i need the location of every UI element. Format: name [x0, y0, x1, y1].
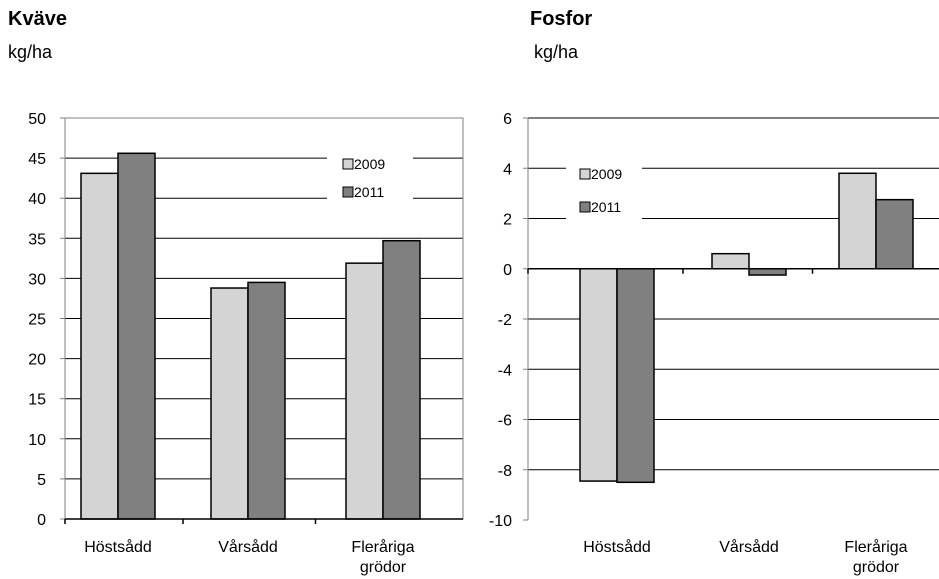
- y-tick-label: 0: [503, 262, 512, 279]
- y-tick-label: 10: [28, 432, 46, 449]
- legend-box: [566, 162, 642, 226]
- y-tick-label: -4: [498, 362, 512, 379]
- y-tick-label: 2: [503, 212, 512, 229]
- y-tick-label: 5: [37, 472, 46, 489]
- category-label: Fleråriga: [351, 538, 414, 556]
- chart-kvave: 0 5 10 15 20 25 30 35 40 45 50 Höstsådd Vårsådd Flerå…: [28, 111, 464, 576]
- y-tick-label: 0: [37, 512, 46, 529]
- chart-title: Kväve: [8, 8, 67, 30]
- bar: [711, 252, 750, 270]
- legend-label: 2009: [591, 166, 622, 182]
- category-label: Vårsådd: [218, 538, 278, 556]
- legend-label: 2011: [591, 199, 621, 215]
- chart-panel-kvave: Kväve kg/ha 0 5 10 15 20 25 30 35 40 45 50 Höstsådd…: [8, 8, 464, 576]
- bar: [616, 268, 655, 484]
- chart-title: Fosfor: [530, 8, 593, 30]
- legend-label: 2009: [354, 156, 385, 172]
- y-tick-label: -6: [498, 413, 512, 430]
- legend-swatch: [342, 186, 354, 198]
- y-tick-label: 20: [28, 352, 46, 369]
- y-tick-label: -8: [498, 463, 512, 480]
- legend-label: 2011: [354, 184, 384, 200]
- bar: [382, 239, 421, 520]
- y-tick-label: 45: [28, 151, 46, 168]
- bar: [247, 281, 286, 520]
- bar: [117, 152, 156, 520]
- category-label: Höstsådd: [84, 538, 152, 556]
- bar: [345, 262, 384, 520]
- legend-box: [327, 153, 413, 209]
- category-label: Fleråriga: [844, 538, 907, 556]
- category-label: grödor: [853, 559, 900, 576]
- chart-fosfor: -10 -8 -6 -4 -2 0 2 4 6 Höstsådd Vårsådd Fleråriga g…: [489, 111, 939, 576]
- category-label: grödor: [360, 559, 407, 576]
- y-tick-label: 4: [503, 161, 512, 178]
- bar: [80, 172, 119, 520]
- y-tick-label: 15: [28, 392, 46, 409]
- category-label: Vårsådd: [719, 538, 779, 556]
- bar: [875, 198, 914, 270]
- y-tick-label: 40: [28, 191, 46, 208]
- y-axis-unit: kg/ha: [8, 42, 53, 62]
- bar: [838, 172, 877, 270]
- y-tick-label: 30: [28, 271, 46, 288]
- bar: [210, 287, 249, 520]
- y-tick-label: 6: [503, 111, 512, 128]
- category-label: Höstsådd: [583, 538, 651, 556]
- y-tick-label: -10: [489, 513, 512, 530]
- chart-panel-fosfor: Fosfor kg/ha -10 -8 -6 -4 -2 0 2 4 6 Höstsådd Vårs…: [470, 0, 939, 579]
- y-axis-unit: kg/ha: [534, 42, 579, 62]
- bar: [748, 268, 787, 276]
- legend-swatch: [579, 168, 591, 180]
- legend-swatch: [342, 158, 354, 170]
- legend-swatch: [579, 201, 591, 213]
- y-tick-label: 25: [28, 312, 46, 329]
- y-tick-label: -2: [498, 312, 512, 329]
- y-tick-label: 50: [28, 111, 46, 128]
- bar: [579, 268, 618, 482]
- y-tick-label: 35: [28, 231, 46, 248]
